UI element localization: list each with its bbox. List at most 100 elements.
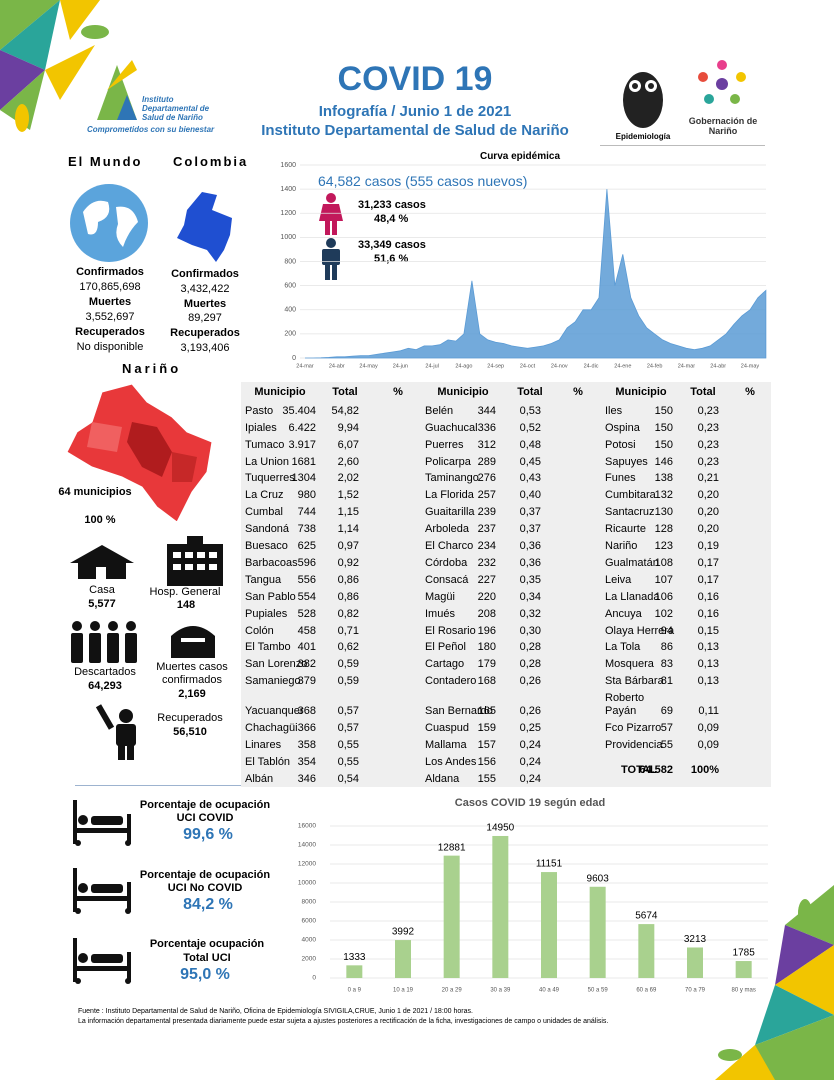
x-tick-label: 24-sep xyxy=(487,363,504,369)
table-cell: 1,14 xyxy=(337,523,359,536)
table-cell: Puerres xyxy=(425,438,464,451)
bar xyxy=(541,872,557,978)
table-cell: 289 xyxy=(477,455,496,468)
x-tick-label: 24-jul xyxy=(425,363,438,369)
colombia-recovered: 3,193,406 xyxy=(180,342,230,354)
x-tick-label: 24-feb xyxy=(647,363,663,369)
table-cell: 123 xyxy=(654,540,673,552)
table-cell: 0,25 xyxy=(519,722,541,735)
icu-unit: UCI COVID xyxy=(176,812,234,824)
table-cell: 0,52 xyxy=(519,421,541,434)
table-cell: 3.917 xyxy=(288,438,316,451)
table-cell: 0,82 xyxy=(337,607,359,620)
epidemic-area xyxy=(305,189,767,359)
table-cell: 1,15 xyxy=(337,506,359,519)
table-cell: 0,43 xyxy=(519,472,541,485)
table-header: Total xyxy=(332,386,358,398)
recovered-label: Recuperados xyxy=(157,712,223,724)
table-cell: San Lorenzo xyxy=(245,658,308,671)
table-cell: Cuaspud xyxy=(425,722,470,735)
table-total: 64.582 xyxy=(639,763,673,776)
home-label: Casa xyxy=(89,584,115,596)
table-cell: 232 xyxy=(477,556,496,569)
bar-value-label: 1785 xyxy=(733,948,756,959)
table-cell: 276 xyxy=(477,472,496,485)
bar-value-label: 11151 xyxy=(536,859,563,870)
table-cell: 0,57 xyxy=(337,722,359,735)
narino-map xyxy=(66,383,213,523)
table-cell: 237 xyxy=(477,523,496,536)
bar xyxy=(346,965,363,978)
y-tick-label: 1000 xyxy=(280,234,296,241)
x-tick-label: 24-oct xyxy=(520,363,536,369)
table-header: % xyxy=(745,386,755,398)
hospital-label: Hosp. General xyxy=(149,586,221,598)
table-cell: Ipiales xyxy=(245,421,277,434)
table-cell: 0,30 xyxy=(519,624,541,637)
gov-logo-text: Gobernación de Nariño xyxy=(688,116,758,137)
recovered-icon xyxy=(95,704,136,760)
y-tick-label: 6000 xyxy=(302,918,317,925)
x-tick-label: 24-abr xyxy=(329,363,345,369)
header-rule xyxy=(600,145,765,146)
table-cell: 312 xyxy=(477,438,496,451)
home-value: 5,577 xyxy=(88,598,116,610)
male-cases: 33,349 casos xyxy=(358,239,426,251)
table-cell: 146 xyxy=(654,455,673,468)
table-cell: 35.404 xyxy=(282,404,316,417)
table-cell: Aldana xyxy=(425,772,460,785)
table-cell: 625 xyxy=(297,540,316,552)
table-cell: Colón xyxy=(245,624,274,637)
table-cell: Nariño xyxy=(605,540,638,552)
icu-label: Porcentaje ocupación xyxy=(149,938,265,950)
male-icon xyxy=(322,238,340,280)
table-cell: Tumaco xyxy=(245,438,285,451)
table-cell: 0,24 xyxy=(519,772,541,785)
table-cell: 0,23 xyxy=(697,455,719,468)
table-cell: 168 xyxy=(477,675,496,688)
table-cell: 596 xyxy=(297,556,316,569)
table-cell: 346 xyxy=(297,772,316,785)
y-tick-label: 600 xyxy=(284,282,296,289)
table-cell: Taminango xyxy=(425,472,479,485)
icu-unit: Total UCI xyxy=(183,952,231,964)
table-cell: El Peñol xyxy=(425,641,466,654)
table-cell: San Bernardo xyxy=(425,705,493,718)
table-cell: 54,82 xyxy=(331,404,359,417)
table-cell: El Tambo xyxy=(245,641,291,654)
y-tick-label: 0 xyxy=(292,355,296,362)
table-cell: 150 xyxy=(654,421,673,434)
table-cell: 6.422 xyxy=(288,421,316,434)
y-tick-label: 400 xyxy=(284,307,296,314)
table-total: 100% xyxy=(690,763,719,776)
y-tick-label: 4000 xyxy=(302,937,317,944)
footer-line: La información departamental presentada … xyxy=(78,1018,609,1025)
y-tick-label: 2000 xyxy=(302,956,317,963)
table-cell: La Union xyxy=(245,455,290,468)
table-cell: Fco Pizarro xyxy=(605,722,662,735)
table-cell: 0,23 xyxy=(697,404,719,417)
bar xyxy=(687,947,703,978)
table-cell: 57 xyxy=(660,722,673,735)
table-cell: 2,02 xyxy=(337,472,359,485)
table-cell: Tuquerres xyxy=(245,472,295,485)
table-cell: Cumbal xyxy=(245,506,283,519)
table-cell: 528 xyxy=(297,607,316,620)
table-cell: 0,28 xyxy=(519,658,541,671)
table-cell: 2,60 xyxy=(337,455,359,468)
table-cell: La Llanada xyxy=(605,590,660,603)
footer-line: Fuente : Instituto Departamental de Salu… xyxy=(78,1008,473,1015)
table-cell: 0,35 xyxy=(519,573,541,586)
table-cell: Roberto Payán xyxy=(605,692,645,718)
female-cases: 31,233 casos xyxy=(358,199,426,211)
table-cell: Linares xyxy=(245,739,282,751)
table-cell: 379 xyxy=(297,675,316,688)
y-tick-label: 1200 xyxy=(280,210,296,217)
table-cell: Yacuanquer xyxy=(245,705,304,718)
narino-percent: 100 % xyxy=(84,514,116,526)
table-cell: 220 xyxy=(477,590,496,603)
table-cell: Guachucal xyxy=(425,421,478,434)
bar xyxy=(638,924,655,978)
table-cell: 0,53 xyxy=(519,404,541,417)
table-cell: 157 xyxy=(477,739,496,751)
